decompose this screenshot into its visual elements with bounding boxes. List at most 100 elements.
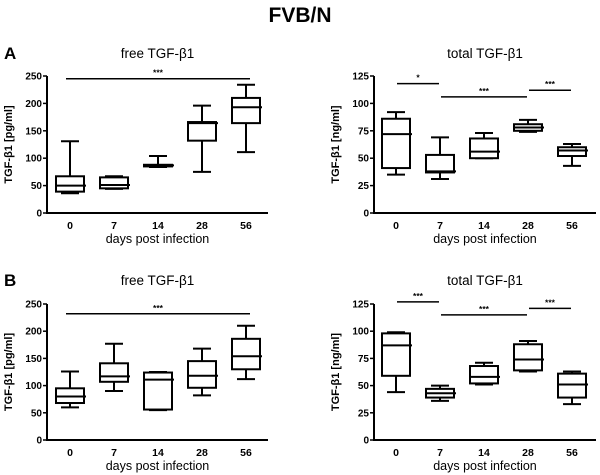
y-tick-label: 50 bbox=[31, 181, 43, 192]
iqr-box bbox=[469, 365, 499, 385]
panel-label-a: A bbox=[4, 44, 17, 63]
box-0 bbox=[55, 140, 86, 195]
x-tick-label: 28 bbox=[196, 447, 208, 459]
x-tick-label: 7 bbox=[111, 220, 117, 232]
iqr-box bbox=[99, 176, 129, 190]
box-56 bbox=[231, 324, 262, 381]
x-tick-label: 14 bbox=[152, 220, 164, 232]
y-tick-label: 100 bbox=[352, 327, 369, 338]
y-tick-label: 0 bbox=[363, 436, 369, 447]
significance-label: *** bbox=[545, 79, 556, 89]
x-tick-label: 7 bbox=[437, 447, 443, 459]
x-tick-label: 0 bbox=[393, 220, 399, 232]
x-tick-label: 28 bbox=[196, 220, 208, 232]
box-14 bbox=[143, 371, 174, 412]
x-axis-label: days post infection bbox=[106, 459, 210, 473]
iqr-box bbox=[381, 117, 411, 170]
y-tick-label: 0 bbox=[363, 209, 369, 220]
y-tick-label: 100 bbox=[25, 381, 42, 392]
chart-title: total TGF-β1 bbox=[447, 273, 523, 288]
x-tick-label: 28 bbox=[522, 220, 534, 232]
chart-title: free TGF-β1 bbox=[121, 273, 195, 288]
x-tick-label: 0 bbox=[67, 220, 73, 232]
iqr-box bbox=[187, 121, 217, 142]
box-7 bbox=[425, 136, 456, 181]
y-tick-label: 150 bbox=[25, 354, 42, 365]
y-tick-label: 50 bbox=[358, 154, 370, 165]
iqr-box bbox=[231, 337, 261, 371]
y-tick-label: 25 bbox=[358, 408, 370, 419]
iqr-box bbox=[425, 153, 455, 174]
y-axis-label: TGF-β1 [ng/ml] bbox=[330, 333, 342, 412]
chart-bottom-right: total TGF-β1 0 25 50 75 100 125 TGF-β1 [ng/ml] 0… bbox=[330, 273, 596, 473]
panel-label-b: B bbox=[4, 271, 17, 290]
iqr-box bbox=[187, 360, 217, 389]
iqr-box bbox=[557, 372, 587, 399]
x-axis-label: days post infection bbox=[106, 232, 210, 246]
box-28 bbox=[187, 104, 218, 173]
significance-label: *** bbox=[545, 297, 556, 307]
y-axis-label: TGF-β1 [pg/ml] bbox=[3, 333, 15, 412]
box-56 bbox=[231, 83, 262, 154]
y-tick-label: 100 bbox=[25, 154, 42, 165]
box-7 bbox=[99, 175, 130, 190]
iqr-box bbox=[513, 343, 543, 372]
y-tick-label: 250 bbox=[25, 300, 42, 311]
chart-top-right: total TGF-β1 0 25 50 75 100 125 TGF-β1 [ng/ml] 0… bbox=[330, 46, 596, 246]
box-56 bbox=[557, 370, 588, 406]
significance-label: *** bbox=[153, 303, 164, 313]
chart-title: total TGF-β1 bbox=[447, 46, 523, 61]
figure-title: FVB/N bbox=[268, 4, 332, 27]
y-tick-label: 100 bbox=[352, 99, 369, 110]
chart-title: free TGF-β1 bbox=[121, 46, 195, 61]
box-28 bbox=[513, 118, 544, 133]
iqr-box bbox=[469, 137, 499, 160]
box-14 bbox=[469, 131, 500, 160]
y-tick-label: 0 bbox=[36, 209, 42, 220]
chart-top-left: free TGF-β1 0 50 100 150 200 250 TGF-β1 [pg/ml]… bbox=[3, 46, 268, 246]
chart-bottom-left: free TGF-β1 0 50 100 150 200 250 TGF-β1 [pg/ml]… bbox=[3, 273, 268, 473]
x-tick-label: 0 bbox=[393, 447, 399, 459]
y-tick-label: 0 bbox=[36, 436, 42, 447]
x-tick-label: 7 bbox=[437, 220, 443, 232]
box-0 bbox=[381, 331, 412, 394]
x-tick-label: 56 bbox=[240, 220, 252, 232]
significance-label: *** bbox=[413, 291, 424, 301]
x-tick-label: 7 bbox=[111, 447, 117, 459]
x-tick-label: 56 bbox=[240, 447, 252, 459]
x-tick-label: 0 bbox=[67, 447, 73, 459]
iqr-box bbox=[55, 175, 85, 193]
x-tick-label: 14 bbox=[152, 447, 164, 459]
box-28 bbox=[513, 339, 544, 373]
y-tick-label: 125 bbox=[352, 300, 369, 311]
x-tick-label: 56 bbox=[566, 220, 578, 232]
x-tick-label: 14 bbox=[478, 447, 490, 459]
iqr-box bbox=[557, 146, 587, 158]
box-7 bbox=[425, 384, 456, 402]
y-tick-label: 200 bbox=[25, 327, 42, 338]
y-tick-label: 25 bbox=[358, 181, 370, 192]
box-0 bbox=[381, 111, 412, 176]
x-tick-label: 56 bbox=[566, 447, 578, 459]
y-tick-label: 250 bbox=[25, 72, 42, 83]
iqr-box bbox=[381, 332, 411, 377]
y-axis-label: TGF-β1 [ng/ml] bbox=[330, 105, 342, 184]
iqr-box bbox=[99, 362, 129, 383]
box-28 bbox=[187, 347, 218, 397]
box-0 bbox=[55, 370, 86, 409]
x-axis-label: days post infection bbox=[433, 232, 537, 246]
iqr-box bbox=[143, 371, 173, 411]
y-tick-label: 50 bbox=[358, 381, 370, 392]
significance-label: * bbox=[416, 73, 420, 83]
y-tick-label: 200 bbox=[25, 99, 42, 110]
y-tick-label: 50 bbox=[31, 408, 43, 419]
y-axis-label: TGF-β1 [pg/ml] bbox=[3, 105, 15, 184]
significance-label: *** bbox=[479, 304, 490, 314]
box-14 bbox=[469, 361, 500, 386]
box-56 bbox=[557, 142, 588, 167]
box-7 bbox=[99, 342, 130, 393]
significance-label: *** bbox=[153, 68, 164, 78]
box-14 bbox=[143, 155, 174, 168]
significance-label: *** bbox=[479, 86, 490, 96]
y-tick-label: 125 bbox=[352, 72, 369, 83]
